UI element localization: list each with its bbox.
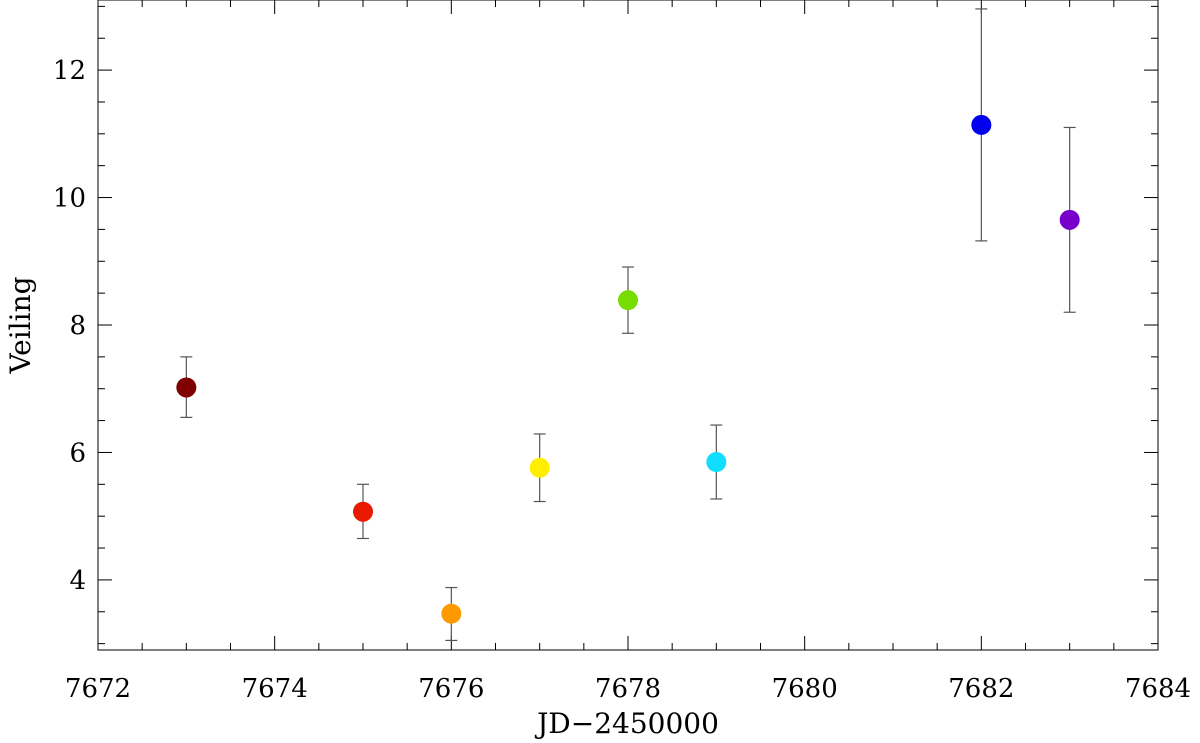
x-tick-label: 7680 [772,674,838,704]
data-point [441,603,462,624]
y-tick-labels: 4 6 8 10 12 [53,56,86,596]
x-tick-label: 7678 [595,674,661,704]
x-tick-label: 7676 [418,674,484,704]
data-points [176,114,1080,624]
x-tick-label: 7684 [1125,674,1191,704]
data-point [176,377,197,398]
axis-ticks [97,0,1159,650]
x-tick-labels: 7672 7674 7676 7678 7680 7682 7684 [65,674,1191,704]
data-point [706,452,727,473]
data-point [1059,209,1080,230]
x-tick-label: 7682 [948,674,1014,704]
data-point [618,290,638,311]
x-tick-label: 7674 [242,674,308,704]
data-point [529,457,550,478]
data-point [971,114,992,135]
y-tick-label: 4 [69,566,86,596]
y-axis-title: Veiling [4,276,37,374]
y-tick-label: 10 [53,184,86,214]
error-bars [180,8,1076,642]
x-tick-label: 7672 [65,674,131,704]
x-axis-title: JD−2450000 [534,707,719,740]
data-point [353,501,373,522]
y-tick-label: 6 [69,438,86,468]
y-tick-label: 12 [53,56,86,86]
y-tick-label: 8 [69,311,86,341]
